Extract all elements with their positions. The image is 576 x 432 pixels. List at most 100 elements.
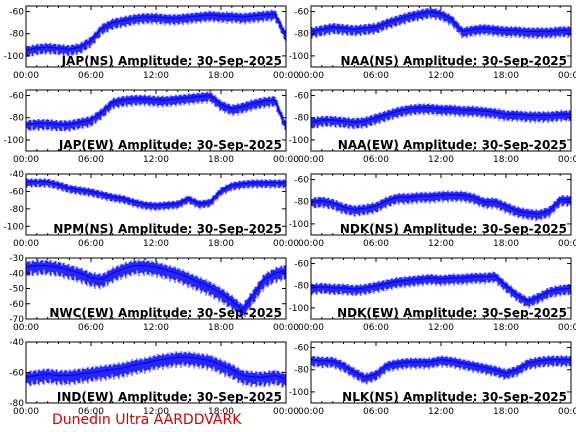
y-tick-label: -30 (9, 254, 24, 264)
trace-group (26, 9, 286, 57)
y-tick-label: -60 (294, 176, 309, 186)
x-tick-label: 00:00 (273, 407, 299, 417)
chart-panel: -60 -80 -100 00:00 06:00 12:00 18:00 00:00 JAP(N… (4, 5, 299, 81)
chart-panel: -60 -80 -100 00:00 06:00 12:00 18:00 00:00 NLK(N… (289, 341, 576, 417)
panel-title: NDK(EW) Amplitude: 30-Sep-2025 (337, 306, 567, 320)
y-tick-label: -60 (9, 369, 24, 379)
chart-panel: -40 -60 -80 -100 00:00 06:00 12:00 18:00 00:00 NP… (4, 170, 300, 249)
x-tick-label: 12:00 (143, 407, 169, 417)
x-tick-label: 00:00 (558, 323, 576, 333)
amplitude-envelope (311, 190, 571, 222)
x-tick-label: 00:00 (298, 71, 324, 81)
amplitude-trace (311, 107, 571, 123)
amplitude-trace (311, 10, 571, 33)
amplitude-trace (26, 356, 286, 380)
x-tick-label: 18:00 (493, 155, 519, 165)
x-tick-label: 12:00 (143, 155, 169, 165)
x-tick-label: 12:00 (428, 71, 454, 81)
y-tick-label: -100 (289, 304, 310, 314)
x-tick-label: 18:00 (493, 239, 519, 249)
x-tick-label: 12:00 (428, 407, 454, 417)
chart-panel: -60 -80 -100 00:00 06:00 12:00 18:00 00:00 NDK(N… (289, 173, 576, 249)
x-tick-label: 00:00 (13, 239, 39, 249)
y-tick-label: -80 (9, 114, 24, 124)
y-tick-label: -80 (294, 282, 309, 292)
amplitude-trace (311, 194, 571, 215)
trace-group (311, 103, 571, 130)
x-tick-label: 06:00 (78, 239, 104, 249)
x-tick-label: 06:00 (363, 323, 389, 333)
y-tick-label: -70 (9, 315, 24, 325)
y-tick-label: -60 (9, 8, 24, 18)
panel-title: NLK(NS) Amplitude: 30-Sep-2025 (342, 390, 567, 404)
y-tick-label: -100 (4, 52, 25, 62)
x-tick-label: 18:00 (493, 71, 519, 81)
y-tick-label: -100 (289, 52, 310, 62)
y-tick-label: -60 (294, 344, 309, 354)
x-tick-label: 00:00 (273, 239, 299, 249)
amplitude-trace (26, 94, 286, 127)
x-tick-label: 00:00 (298, 407, 324, 417)
x-tick-label: 06:00 (363, 71, 389, 81)
chart-panel: -60 -80 -100 00:00 06:00 12:00 18:00 00:00 NAA(E… (289, 89, 576, 165)
chart-panel: -60 -80 -100 00:00 06:00 12:00 18:00 00:00 JAP(E… (4, 89, 299, 165)
panel-title: NWC(EW) Amplitude: 30-Sep-2025 (49, 306, 282, 320)
y-tick-label: -60 (9, 300, 24, 310)
x-tick-label: 00:00 (558, 155, 576, 165)
panel-title: NAA(NS) Amplitude: 30-Sep-2025 (341, 54, 567, 68)
trace-group (311, 7, 571, 40)
x-tick-label: 18:00 (208, 407, 234, 417)
x-tick-label: 06:00 (78, 407, 104, 417)
x-tick-label: 06:00 (78, 323, 104, 333)
y-tick-label: -100 (289, 388, 310, 398)
amplitude-trace (26, 13, 286, 51)
x-tick-label: 12:00 (428, 155, 454, 165)
footer-credit: Dunedin Ultra AARDDVARK (52, 412, 242, 428)
amplitude-envelope (26, 9, 286, 57)
amplitude-envelope (311, 103, 571, 130)
x-tick-label: 18:00 (493, 323, 519, 333)
amplitude-trace (26, 265, 286, 311)
x-tick-label: 00:00 (558, 239, 576, 249)
x-tick-label: 12:00 (143, 323, 169, 333)
y-tick-label: -100 (289, 136, 310, 146)
x-tick-label: 18:00 (493, 407, 519, 417)
trace-group (311, 355, 571, 385)
trace-group (26, 259, 286, 319)
amplitude-envelope (311, 7, 571, 40)
panel-title: JAP(EW) Amplitude: 30-Sep-2025 (58, 138, 282, 152)
x-tick-label: 06:00 (363, 239, 389, 249)
y-tick-label: -60 (294, 92, 309, 102)
x-tick-label: 00:00 (298, 323, 324, 333)
x-tick-label: 00:00 (13, 323, 39, 333)
amplitude-envelope (26, 91, 286, 133)
panels-layer: -60 -80 -100 00:00 06:00 12:00 18:00 00:00 JAP(N… (4, 5, 576, 417)
y-tick-label: -80 (294, 114, 309, 124)
amplitude-envelope (311, 355, 571, 385)
y-tick-label: -100 (4, 136, 25, 146)
x-tick-label: 18:00 (208, 239, 234, 249)
trace-group (26, 178, 286, 212)
x-tick-label: 12:00 (143, 71, 169, 81)
x-tick-label: 06:00 (363, 155, 389, 165)
chart-panel: -60 -80 -100 00:00 06:00 12:00 18:00 00:00 NDK(E… (289, 257, 576, 333)
x-tick-label: 06:00 (363, 407, 389, 417)
y-tick-label: -60 (294, 8, 309, 18)
y-tick-label: -80 (294, 366, 309, 376)
y-tick-label: -100 (4, 222, 25, 232)
y-tick-label: -100 (289, 220, 310, 230)
y-tick-label: -80 (9, 399, 24, 409)
x-tick-label: 00:00 (13, 71, 39, 81)
y-tick-label: -80 (9, 30, 24, 40)
x-tick-label: 00:00 (558, 407, 576, 417)
y-tick-label: -60 (9, 187, 24, 197)
trace-group (26, 351, 286, 388)
y-tick-label: -80 (294, 30, 309, 40)
panel-title: NPM(NS) Amplitude: 30-Sep-2025 (53, 222, 282, 236)
panel-title: JAP(NS) Amplitude: 30-Sep-2025 (61, 54, 282, 68)
x-tick-label: 00:00 (298, 239, 324, 249)
trace-group (26, 91, 286, 133)
